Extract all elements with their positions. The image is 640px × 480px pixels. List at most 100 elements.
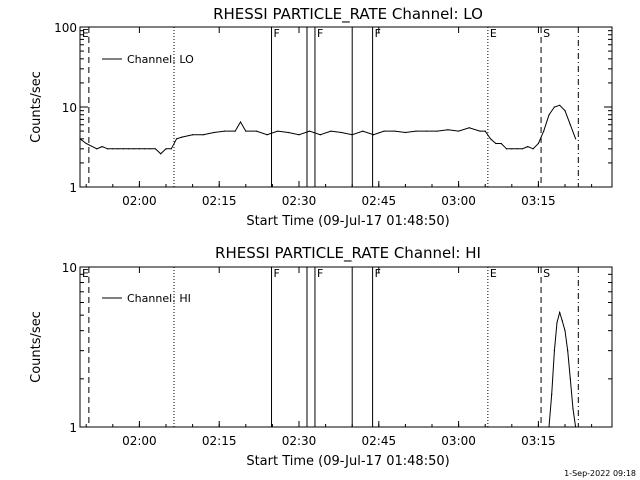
data-point [551, 393, 553, 395]
data-point [559, 104, 561, 106]
data-point [96, 148, 98, 150]
data-point [277, 130, 279, 132]
y-tick-label: 1 [69, 421, 77, 435]
data-point [154, 148, 156, 150]
data-point [511, 148, 513, 150]
data-point [319, 134, 321, 136]
x-tick-label: 02:00 [122, 194, 157, 208]
x-tick-label: 02:15 [202, 194, 237, 208]
data-point [564, 110, 566, 112]
annotation-label: S [543, 27, 550, 40]
data-point [532, 148, 534, 150]
data-point [239, 121, 242, 123]
data-point [106, 148, 109, 150]
annotation-label: F [274, 267, 280, 280]
annotation-label: E [490, 267, 497, 280]
x-tick-label: 02:30 [282, 434, 317, 448]
x-tick-label: 03:00 [441, 434, 476, 448]
x-tick-label: 03:00 [441, 194, 476, 208]
data-point [567, 350, 569, 352]
y-tick-label: 1 [69, 181, 77, 195]
annotation-label: E [490, 27, 497, 40]
series-line [548, 310, 577, 428]
data-point [468, 127, 470, 129]
data-point [572, 408, 574, 410]
data-point [181, 136, 183, 138]
panel-lo-frame [79, 26, 613, 188]
y-tick-label: 10 [62, 261, 77, 275]
y-tick-label: 100 [54, 21, 77, 35]
data-point [404, 131, 407, 134]
data-point [426, 130, 428, 132]
x-tick-label: 02:30 [282, 194, 317, 208]
panel-lo-series [79, 104, 577, 155]
data-point [101, 145, 103, 148]
data-point [144, 148, 146, 150]
data-point [149, 148, 151, 150]
data-point [165, 148, 167, 150]
data-point [266, 134, 268, 136]
data-point [561, 320, 563, 322]
data-point [527, 145, 529, 148]
data-point [521, 148, 524, 150]
data-point [575, 426, 577, 428]
x-tick-label: 03:15 [521, 194, 556, 208]
data-point [287, 131, 289, 134]
data-point [160, 153, 162, 155]
data-point [330, 130, 332, 132]
y-tick-label: 10 [62, 101, 77, 115]
data-point [213, 131, 215, 134]
data-point [394, 130, 396, 132]
data-point [559, 311, 561, 314]
data-point [415, 130, 417, 132]
series-line [79, 104, 577, 155]
panel-lo-legend-label: Channel: LO [127, 53, 194, 66]
data-point [202, 134, 204, 136]
data-point [85, 142, 87, 145]
data-point [176, 138, 178, 140]
data-point [340, 131, 343, 134]
data-point [575, 138, 577, 140]
data-point [516, 148, 518, 150]
data-point [569, 124, 571, 126]
panel-hi-x-ticks: 02:00 02:15 02:30 02:45 03:00 03:15 [85, 267, 593, 448]
data-point [170, 148, 172, 150]
data-point [484, 130, 486, 132]
panel-hi-xlabel: Start Time (09-Jul-17 01:48:50) [246, 454, 449, 469]
annotation-label: F [317, 267, 323, 280]
panel-lo-ylabel: Counts/sec [29, 71, 44, 143]
data-point [548, 426, 550, 428]
data-point [245, 130, 247, 132]
data-point [548, 114, 550, 116]
data-point [138, 148, 141, 150]
annotation-label: F [274, 27, 280, 40]
data-point [458, 130, 460, 132]
data-point [298, 134, 300, 136]
annotation-label: S [543, 267, 550, 280]
data-point [117, 148, 119, 150]
data-point [255, 130, 258, 132]
annotation-label: F [317, 27, 323, 40]
data-point [128, 148, 130, 150]
data-point [234, 130, 236, 132]
panel-hi-ylabel: Counts/sec [29, 311, 44, 383]
data-point [372, 134, 375, 136]
data-point [489, 138, 492, 140]
panel-lo-y-ticks: 1 10 100 [54, 21, 612, 195]
panel-lo-x-ticks: 02:00 02:15 02:30 02:45 03:00 03:15 [85, 27, 593, 208]
data-point [436, 130, 438, 132]
data-point [553, 106, 555, 108]
data-point [362, 130, 364, 132]
panel-hi-series [548, 310, 577, 428]
data-point [495, 142, 497, 145]
x-tick-label: 02:45 [362, 434, 397, 448]
data-point [309, 130, 311, 132]
data-point [383, 130, 385, 132]
data-point [569, 378, 571, 380]
panel-hi-y-ticks: 1 10 [62, 261, 612, 435]
x-tick-label: 02:15 [202, 434, 237, 448]
